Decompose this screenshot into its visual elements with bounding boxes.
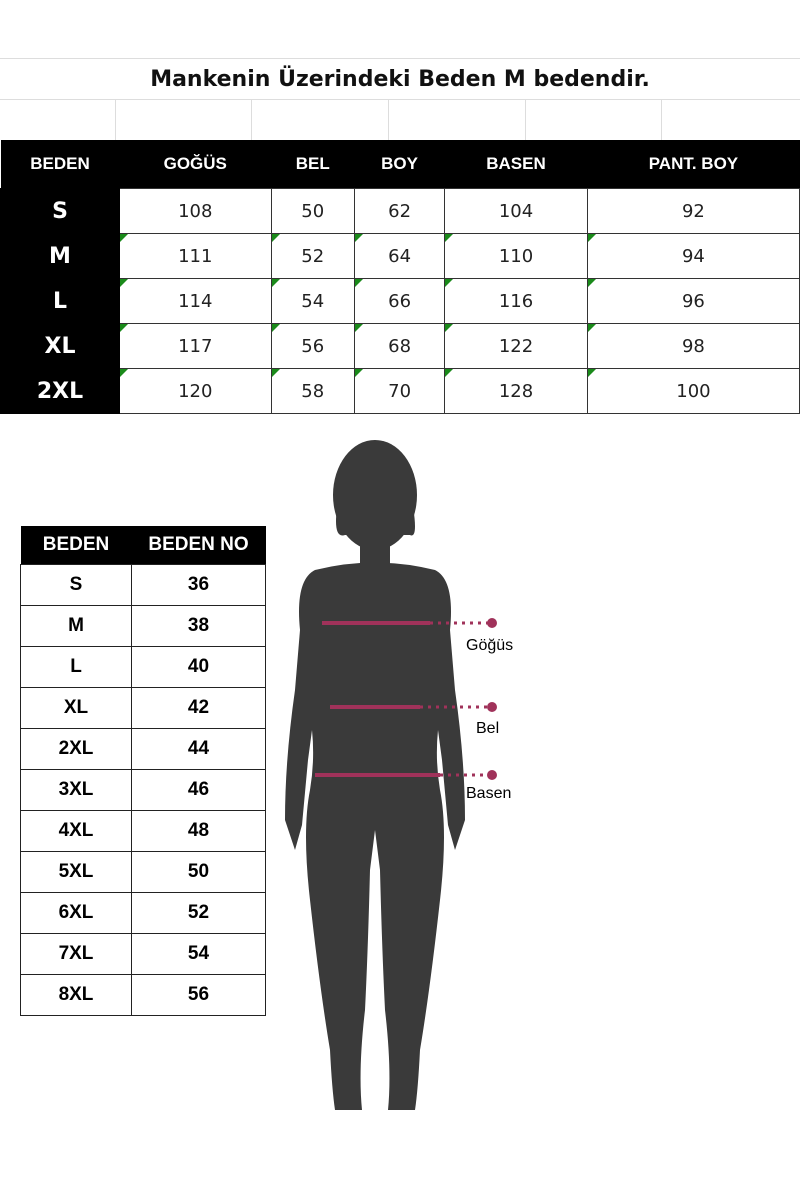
table-row: M 111 52 64 110 94 <box>0 233 800 279</box>
measurement-cell: 94 <box>586 233 800 279</box>
table-row: 4XL 48 <box>20 810 266 852</box>
table-row: 8XL 56 <box>20 974 266 1016</box>
size-cell: 2XL <box>0 368 120 414</box>
table-row: L 40 <box>20 646 266 688</box>
size-number-cell: 50 <box>131 851 266 893</box>
column-header: BOY <box>354 140 445 189</box>
measurement-cell: 128 <box>444 368 588 414</box>
chest-label: Göğüs <box>466 637 513 654</box>
measurement-cell: 68 <box>354 323 446 369</box>
measurement-cell: 110 <box>444 233 588 279</box>
size-cell: 8XL <box>20 974 132 1016</box>
column-header: BEDEN NO <box>131 526 266 565</box>
table-row: XL 117 56 68 122 98 <box>0 323 800 369</box>
measurement-cell: 116 <box>444 278 588 324</box>
measurement-cell: 122 <box>444 323 588 369</box>
table-row: L 114 54 66 116 96 <box>0 278 800 324</box>
size-cell: S <box>0 188 120 234</box>
size-cell: 6XL <box>20 892 132 934</box>
measurement-cell: 92 <box>586 188 800 234</box>
table-row: S 36 <box>20 564 266 606</box>
size-cell: M <box>20 605 132 647</box>
column-header: BASEN <box>444 140 588 189</box>
size-number-cell: 48 <box>131 810 266 852</box>
measurement-cell: 98 <box>586 323 800 369</box>
measurement-cell: 100 <box>586 368 800 414</box>
table-row: S 108 50 62 104 92 <box>0 188 800 234</box>
table-row: 2XL 120 58 70 128 100 <box>0 368 800 414</box>
measurement-cell: 96 <box>586 278 800 324</box>
hip-label: Basen <box>466 785 511 802</box>
table-row: 6XL 52 <box>20 892 266 934</box>
measurement-cell: 64 <box>354 233 446 279</box>
size-number-cell: 44 <box>131 728 266 770</box>
female-figure-icon <box>285 440 465 1110</box>
column-header: BEDEN <box>0 140 120 189</box>
measurement-cell: 117 <box>119 323 272 369</box>
size-cell: XL <box>0 323 120 369</box>
measurement-cell: 114 <box>119 278 272 324</box>
size-number-cell: 42 <box>131 687 266 729</box>
size-cell: L <box>0 278 120 324</box>
measurement-cell: 54 <box>270 278 356 324</box>
size-cell: 4XL <box>20 810 132 852</box>
table-row: XL 42 <box>20 687 266 729</box>
blank-row <box>0 100 800 140</box>
measurement-cell: 66 <box>354 278 446 324</box>
measurement-cell: 50 <box>270 188 356 234</box>
size-number-cell: 38 <box>131 605 266 647</box>
measurement-cell: 108 <box>119 188 272 234</box>
measurement-table: BEDEN GOĞÜS BEL BOY BASEN PANT. BOY S 108 50 62 1… <box>0 140 800 414</box>
column-header: BEL <box>271 140 355 189</box>
page-title: Mankenin Üzerindeki Beden M bedendir. <box>0 58 800 100</box>
size-cell: 7XL <box>20 933 132 975</box>
column-header: GOĞÜS <box>119 140 271 189</box>
measurement-cell: 111 <box>119 233 272 279</box>
size-cell: S <box>20 564 132 606</box>
table-row: 5XL 50 <box>20 851 266 893</box>
size-cell: M <box>0 233 120 279</box>
size-number-cell: 46 <box>131 769 266 811</box>
table-row: 7XL 54 <box>20 933 266 975</box>
measurement-cell: 58 <box>270 368 356 414</box>
size-cell: 5XL <box>20 851 132 893</box>
size-cell: L <box>20 646 132 688</box>
column-header: BEDEN <box>20 526 132 565</box>
size-number-cell: 56 <box>131 974 266 1016</box>
size-number-cell: 54 <box>131 933 266 975</box>
measurement-cell: 104 <box>444 188 588 234</box>
table-row: 3XL 46 <box>20 769 266 811</box>
waist-label: Bel <box>476 720 499 737</box>
size-cell: XL <box>20 687 132 729</box>
size-number-table: BEDEN BEDEN NO S 36 M 38 L 40 XL 42 2XL 44 3XL 46 4XL… <box>20 526 266 1016</box>
size-number-cell: 36 <box>131 564 266 606</box>
size-cell: 2XL <box>20 728 132 770</box>
measurement-cell: 56 <box>270 323 356 369</box>
measurement-cell: 120 <box>119 368 272 414</box>
measurement-cell: 62 <box>354 188 446 234</box>
measurement-cell: 52 <box>270 233 356 279</box>
column-header: PANT. BOY <box>587 140 800 189</box>
table-row: 2XL 44 <box>20 728 266 770</box>
size-number-cell: 40 <box>131 646 266 688</box>
measurement-cell: 70 <box>354 368 446 414</box>
size-cell: 3XL <box>20 769 132 811</box>
size-number-cell: 52 <box>131 892 266 934</box>
table-row: M 38 <box>20 605 266 647</box>
body-silhouette: Göğüs Bel Basen <box>285 440 513 1110</box>
